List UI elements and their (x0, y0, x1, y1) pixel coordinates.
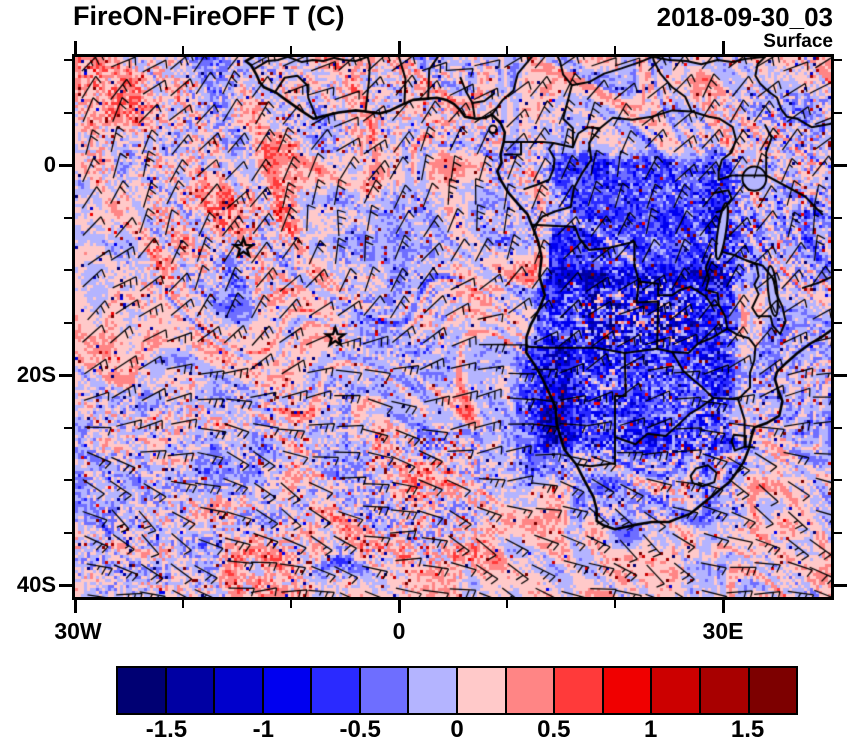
colorbar-cell (166, 668, 216, 713)
colorbar-cell (409, 668, 459, 713)
x-minor-tick (506, 600, 508, 608)
colorbar-tick-label: -0.5 (339, 716, 381, 743)
x-minor-tick (614, 600, 616, 608)
y-minor-tick (834, 321, 842, 324)
y-axis-tick-label: 40S (16, 572, 56, 597)
x-minor-tick (290, 46, 292, 54)
y-minor-tick (834, 59, 842, 61)
colorbar-cell (652, 668, 701, 713)
map-canvas (75, 57, 831, 597)
y-minor-tick (64, 321, 72, 324)
y-minor-tick (64, 479, 72, 481)
x-minor-tick (182, 46, 184, 54)
colorbar-cell (603, 668, 653, 713)
y-major-tick (834, 163, 847, 167)
x-major-tick (397, 600, 401, 613)
colorbar-cell (506, 668, 556, 713)
y-minor-tick (64, 269, 72, 271)
colorbar-cell (360, 668, 410, 713)
colorbar-cell (118, 668, 167, 713)
y-minor-tick (64, 59, 72, 61)
y-major-tick (59, 373, 72, 377)
colorbar-tick-label: -1.5 (145, 716, 188, 743)
x-major-tick (397, 41, 401, 54)
y-minor-tick (834, 531, 842, 534)
colorbar-tick-label: 0 (450, 716, 464, 743)
colorbar-cell (458, 668, 507, 713)
x-axis-tick-label: 0 (392, 618, 406, 644)
x-axis-tick-label: 30E (702, 618, 744, 644)
colorbar-tick-label: 0.5 (537, 716, 571, 743)
y-minor-tick (834, 269, 842, 271)
x-axis-tick-label: 30W (54, 618, 102, 644)
y-major-tick (834, 373, 847, 377)
y-major-tick (59, 163, 72, 167)
colorbar-cell (700, 668, 750, 713)
y-minor-tick (834, 479, 842, 481)
x-major-tick (721, 41, 725, 54)
level-label: Surface (763, 31, 833, 52)
y-minor-tick (64, 426, 72, 429)
x-minor-tick (182, 600, 184, 608)
colorbar (116, 666, 798, 715)
x-minor-tick (290, 600, 292, 608)
colorbar-cell (555, 668, 604, 713)
x-major-tick (721, 600, 725, 613)
x-major-tick (73, 600, 77, 613)
x-minor-tick (614, 46, 616, 54)
x-major-tick (73, 41, 77, 54)
colorbar-cell (749, 668, 797, 713)
y-major-tick (59, 583, 72, 587)
x-minor-tick (506, 46, 508, 54)
y-minor-tick (64, 111, 72, 114)
y-minor-tick (64, 216, 72, 219)
y-minor-tick (64, 531, 72, 534)
y-axis-tick-label: 20S (16, 362, 56, 387)
colorbar-tick-label: -1 (252, 716, 274, 743)
y-minor-tick (834, 426, 842, 429)
colorbar-cell (215, 668, 264, 713)
y-minor-tick (834, 111, 842, 114)
plot-title: FireON-FireOFF T (C) (73, 1, 345, 31)
colorbar-cell (312, 668, 361, 713)
colorbar-tick-label: 1 (644, 716, 658, 743)
y-major-tick (834, 583, 847, 587)
y-axis-tick-label: 0 (43, 152, 56, 177)
datetime-label: 2018-09-30_03 (656, 2, 833, 32)
colorbar-cell (263, 668, 313, 713)
colorbar-tick-label: 1.5 (730, 716, 765, 743)
y-minor-tick (834, 216, 842, 219)
